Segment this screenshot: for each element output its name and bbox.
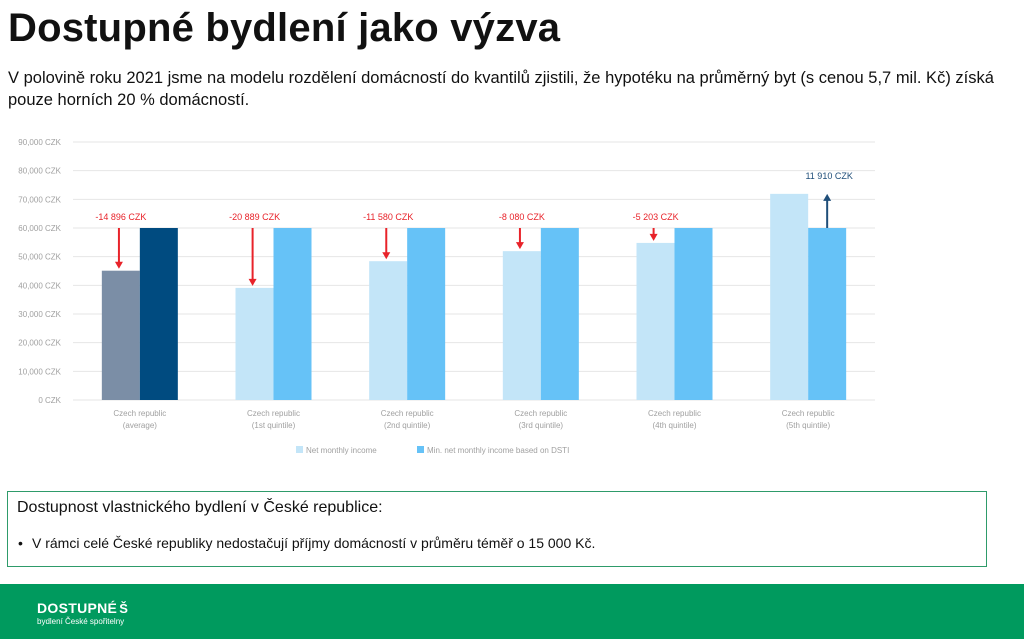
difference-arrowhead — [649, 233, 658, 241]
x-tick-label: (average) — [123, 421, 158, 430]
brand-logo: DOSTUPNÉ Š bydlení České spořitelny — [37, 600, 128, 626]
x-tick-label: Czech republic — [782, 409, 835, 418]
y-tick-label: 50,000 CZK — [18, 253, 61, 262]
legend-label: Net monthly income — [306, 446, 377, 455]
bar-min-income-dsti — [674, 228, 713, 400]
bar-net-income — [502, 251, 541, 400]
x-tick-label: Czech republic — [113, 409, 166, 418]
bar-net-income — [770, 193, 809, 400]
difference-arrowhead — [248, 278, 257, 286]
bar-net-income — [369, 261, 408, 400]
legend-swatch-net-income — [296, 446, 303, 453]
x-tick-label: Czech republic — [381, 409, 434, 418]
legend-swatch-min-income-dsti — [417, 446, 424, 453]
y-tick-label: 40,000 CZK — [18, 281, 61, 290]
x-tick-label: (2nd quintile) — [384, 421, 431, 430]
bar-net-income — [235, 287, 274, 400]
y-tick-label: 0 CZK — [38, 396, 61, 405]
difference-arrowhead — [114, 261, 123, 269]
info-bullet-item: V rámci celé České republiky nedostačují… — [18, 535, 595, 551]
footer-bar: DOSTUPNÉ Š bydlení České spořitelny — [0, 584, 1024, 639]
x-tick-label: Czech republic — [648, 409, 701, 418]
difference-label: -20 889 CZK — [229, 212, 280, 222]
bar-min-income-dsti — [139, 228, 178, 400]
x-tick-label: (3rd quintile) — [519, 421, 564, 430]
difference-arrowhead — [823, 193, 832, 201]
y-tick-label: 10,000 CZK — [18, 367, 61, 376]
difference-label: -11 580 CZK — [363, 212, 413, 222]
y-tick-label: 70,000 CZK — [18, 195, 61, 204]
x-tick-label: Czech republic — [514, 409, 567, 418]
income-chart: 0 CZK 10,000 CZK 20,000 CZK 30,000 CZK 40,00… — [18, 138, 875, 455]
logo-s-icon: Š — [119, 601, 129, 616]
difference-label: -8 080 CZK — [499, 212, 545, 222]
info-heading: Dostupnost vlastnického bydlení v České … — [17, 499, 383, 516]
page-title: Dostupné bydlení jako výzva — [8, 6, 561, 50]
difference-label: -5 203 CZK — [633, 212, 679, 222]
logo-tagline: bydlení České spořitelny — [37, 617, 125, 626]
y-tick-label: 80,000 CZK — [18, 167, 61, 176]
difference-arrowhead — [515, 242, 524, 250]
x-tick-label: (4th quintile) — [652, 421, 696, 430]
bar-min-income-dsti — [808, 228, 847, 400]
bar-min-income-dsti — [407, 228, 446, 400]
logo-wordmark: DOSTUPNÉ — [37, 600, 118, 616]
y-tick-label: 20,000 CZK — [18, 339, 61, 348]
y-tick-label: 90,000 CZK — [18, 138, 61, 147]
difference-arrowhead — [382, 252, 391, 260]
bar-min-income-dsti — [273, 228, 312, 400]
legend-label: Min. net monthly income based on DSTI — [427, 446, 569, 455]
x-tick-label: Czech republic — [247, 409, 300, 418]
bar-net-income — [636, 242, 675, 400]
difference-label: -14 896 CZK — [95, 212, 146, 222]
difference-label: 11 910 CZK — [805, 171, 852, 181]
info-box: Dostupnost vlastnického bydlení v České … — [7, 491, 987, 567]
x-tick-label: (5th quintile) — [786, 421, 830, 430]
x-tick-label: (1st quintile) — [252, 421, 296, 430]
page-subtitle: V polovině roku 2021 jsme na modelu rozd… — [8, 69, 994, 109]
y-tick-label: 60,000 CZK — [18, 224, 61, 233]
bar-net-income — [101, 270, 140, 400]
y-tick-label: 30,000 CZK — [18, 310, 61, 319]
bar-min-income-dsti — [540, 228, 579, 400]
